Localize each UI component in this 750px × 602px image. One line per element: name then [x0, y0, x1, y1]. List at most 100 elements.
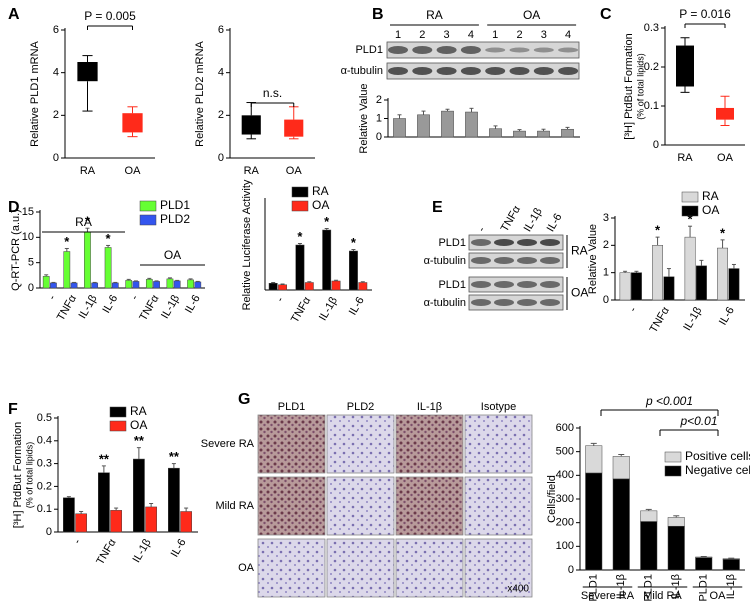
bar — [441, 110, 454, 138]
legend-label: Positive cells — [685, 449, 750, 463]
histology-image — [257, 476, 326, 536]
x-tick-label: TNFα — [55, 292, 80, 323]
legend-label: OA — [312, 198, 329, 212]
lane-label: 4 — [565, 29, 571, 41]
y-tick-label: 1 — [376, 112, 382, 124]
blot-band — [517, 299, 537, 306]
blot-band — [471, 239, 491, 246]
bar — [104, 247, 112, 289]
legend-label: Negative cells — [685, 463, 750, 477]
x-tick-label: IL-6 — [717, 305, 737, 327]
y-tick-label: 300 — [556, 493, 574, 505]
x-tick-label: IL-6 — [169, 537, 189, 559]
bar — [358, 282, 368, 291]
x-tick-label: IL-1β — [159, 293, 182, 321]
lane-label: - — [476, 224, 488, 233]
blot-band — [517, 281, 537, 288]
bar — [166, 278, 174, 289]
legend-swatch — [664, 451, 682, 463]
y-tick-label: 400 — [556, 469, 574, 481]
blot-band — [494, 299, 514, 306]
histology-image — [464, 414, 533, 474]
legend-swatch — [109, 420, 127, 432]
group-label: RA — [75, 215, 92, 229]
legend-label: RA — [312, 184, 329, 198]
histology-image — [257, 414, 326, 474]
legend-label: PLD2 — [160, 212, 190, 226]
y-tick-label: 100 — [556, 540, 574, 552]
x-tick-label: TNFα — [289, 294, 314, 325]
bar-segment — [640, 521, 658, 571]
y-tick-label: 0.4 — [37, 435, 52, 447]
y-tick-label: 0 — [653, 139, 659, 151]
blot-band — [460, 46, 481, 54]
bar — [91, 282, 99, 289]
blot-band — [494, 239, 514, 246]
box — [77, 62, 98, 82]
bar — [268, 283, 278, 291]
legend-swatch — [291, 200, 309, 212]
x-tick-label: - — [71, 537, 83, 546]
blot-band — [485, 67, 506, 75]
column-label: PLD2 — [347, 401, 375, 413]
x-tick-label: RA — [80, 165, 96, 177]
y-axis-label-note: (% of total lipids) — [24, 442, 34, 509]
blot-band — [436, 67, 457, 75]
y-axis-label: [³H] PtdBut Formation — [623, 33, 635, 139]
blot-row-label: PLD1 — [438, 279, 466, 291]
bar — [417, 114, 430, 138]
blot-band — [517, 239, 537, 246]
bar-segment — [722, 559, 740, 571]
bar — [696, 265, 707, 301]
x-tick-label: - — [46, 293, 58, 302]
bar — [75, 513, 87, 533]
bar — [393, 118, 406, 138]
blot-band — [494, 281, 514, 288]
box — [284, 119, 304, 137]
y-axis-label: Relative Value — [358, 83, 370, 153]
bar — [98, 472, 110, 533]
bar-segment — [667, 517, 685, 527]
histology-image — [395, 476, 464, 536]
bar — [63, 497, 75, 533]
bar — [663, 276, 675, 301]
histology-image — [395, 538, 464, 598]
histology-image — [464, 538, 533, 598]
lane-label: 4 — [468, 29, 474, 41]
histology-image — [326, 414, 395, 474]
y-tick-label: 0 — [568, 564, 574, 576]
lane-label: 1 — [395, 29, 401, 41]
y-tick-label: 0 — [376, 131, 382, 143]
y-tick-label: 0 — [603, 294, 609, 306]
column-label: PLD1 — [278, 401, 306, 413]
significance: * — [85, 214, 91, 229]
bar — [304, 282, 314, 291]
bar — [728, 268, 740, 301]
group-label: OA — [710, 590, 727, 602]
x-tick-label: PLD1 — [643, 574, 655, 602]
blot-band — [517, 257, 537, 264]
bar — [133, 458, 145, 533]
x-tick-label: IL-6 — [183, 293, 203, 315]
bar — [295, 244, 305, 291]
panel-letter: G — [238, 391, 250, 408]
panel-letter: D — [8, 199, 20, 216]
legend-swatch — [291, 186, 309, 198]
blot-band — [471, 257, 491, 264]
bar — [145, 506, 157, 533]
histology-image — [326, 538, 395, 598]
x-tick-label: RA — [677, 152, 693, 164]
bar — [173, 280, 181, 289]
y-tick-label: 10 — [22, 231, 34, 243]
panel-letter: E — [432, 199, 443, 216]
y-tick-label: 0.2 — [37, 480, 52, 492]
blot-band — [533, 47, 554, 53]
bar — [84, 231, 91, 289]
blot-band — [388, 67, 408, 75]
y-tick-label: 0.3 — [37, 458, 52, 470]
row-label: Mild RA — [215, 500, 254, 512]
bar-segment — [695, 557, 713, 571]
y-tick-label: 0 — [53, 152, 59, 164]
